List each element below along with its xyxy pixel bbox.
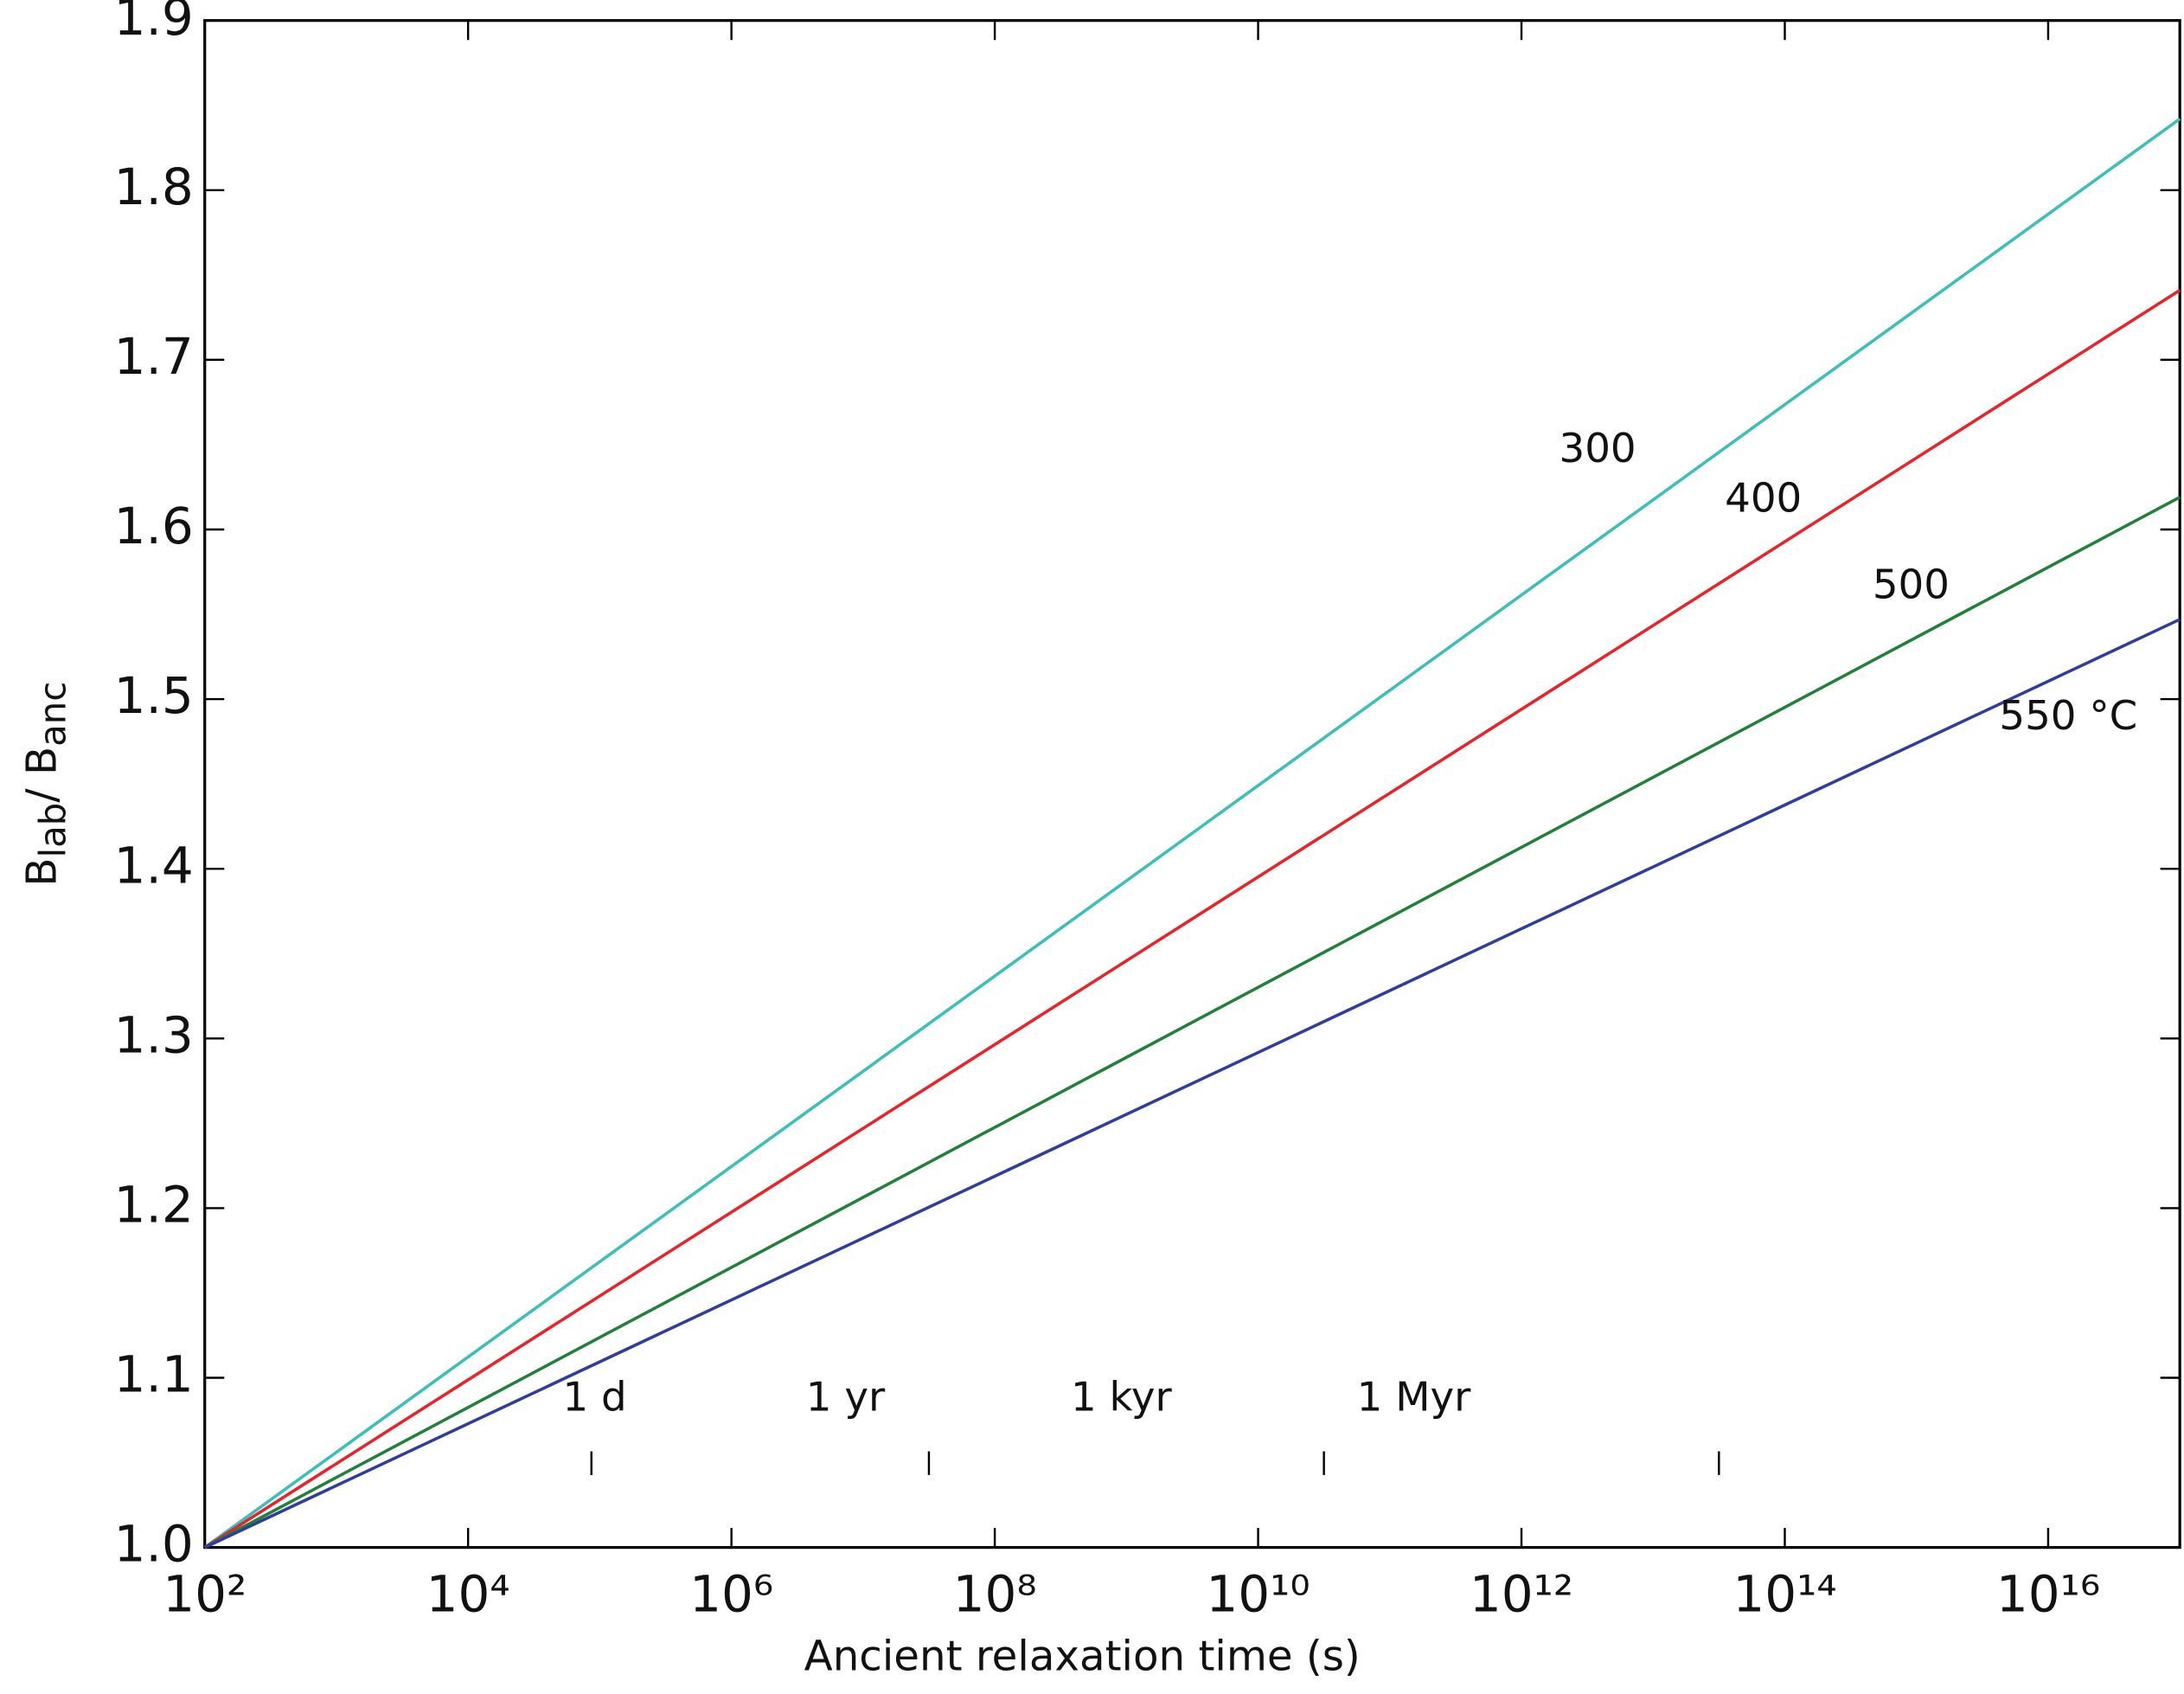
series-label: 300 xyxy=(1559,426,1636,472)
y-tick-label: 1.4 xyxy=(114,836,194,895)
y-label-part: B xyxy=(18,857,67,886)
time-marker-label: 1 kyr xyxy=(1071,1374,1173,1421)
y-label-sub: lab xyxy=(32,803,74,858)
series-line xyxy=(203,618,2181,1550)
x-tick-label: 10⁸ xyxy=(953,1565,1037,1624)
time-marker-label: 1 Myr xyxy=(1357,1374,1471,1421)
series-label: 400 xyxy=(1725,476,1802,523)
series-label: 550 °C xyxy=(1999,693,2137,740)
time-marker-label: 1 d xyxy=(563,1374,627,1421)
y-tick-label: 1.9 xyxy=(114,0,194,47)
x-axis-label: Ancient relaxation time (s) xyxy=(804,1632,1361,1680)
series-line xyxy=(203,117,2181,1550)
y-tick-label: 1.1 xyxy=(114,1345,194,1404)
y-tick-label: 1.5 xyxy=(114,666,194,725)
x-tick-label: 10¹⁴ xyxy=(1732,1565,1836,1624)
x-tick-label: 10¹⁶ xyxy=(1996,1565,2100,1624)
y-tick-label: 1.2 xyxy=(114,1176,194,1235)
x-tick-label: 10¹² xyxy=(1470,1565,1573,1624)
y-tick-label: 1.0 xyxy=(114,1515,194,1574)
y-axis-label: Blab/ Banc xyxy=(18,682,74,887)
series-line xyxy=(203,288,2181,1550)
time-marker-label: 1 yr xyxy=(806,1374,886,1421)
x-tick-label: 10⁴ xyxy=(426,1565,510,1624)
series-line xyxy=(203,496,2181,1550)
series-label: 500 xyxy=(1873,562,1950,609)
y-label-part: / B xyxy=(18,747,67,803)
plot-frame xyxy=(203,19,2181,1550)
x-tick-label: 10⁶ xyxy=(689,1565,773,1624)
y-tick-label: 1.3 xyxy=(114,1005,194,1064)
y-tick-label: 1.6 xyxy=(114,497,194,555)
y-tick-label: 1.7 xyxy=(114,327,194,386)
x-tick-label: 10¹⁰ xyxy=(1206,1565,1310,1624)
y-label-sub: anc xyxy=(32,682,74,747)
y-tick-label: 1.8 xyxy=(114,157,194,216)
x-tick-label: 10² xyxy=(163,1565,247,1624)
